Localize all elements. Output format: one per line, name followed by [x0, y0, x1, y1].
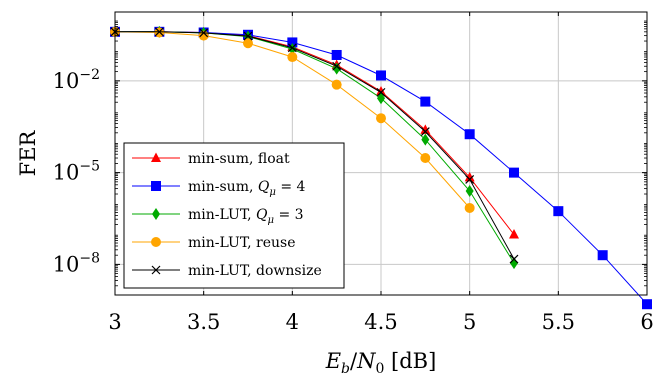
- cross-stroke: [420, 127, 430, 136]
- data-point: [509, 228, 519, 239]
- x-tick-label: 5.5: [542, 310, 575, 334]
- cross-stroke: [376, 87, 386, 97]
- data-point: [331, 49, 342, 60]
- data-point: [420, 124, 431, 134]
- data-point: [464, 171, 475, 182]
- data-point: [465, 174, 475, 184]
- legend-marker: [151, 181, 161, 191]
- x-tick-label: 6: [640, 310, 653, 334]
- data-point: [420, 127, 430, 136]
- legend-label: min-LUT, Qμ = 3: [188, 207, 304, 226]
- legend-item: [132, 237, 180, 247]
- data-point: [642, 299, 652, 310]
- data-point: [420, 153, 431, 164]
- ticks: 3 3.5 4 4.5 5 5.5 6 10−2 10−5 10−8: [53, 12, 654, 334]
- data-point: [420, 96, 431, 107]
- legend-box: [123, 142, 345, 289]
- series-line: [115, 31, 515, 260]
- legend-item: [132, 181, 180, 191]
- data-point: [376, 70, 386, 81]
- legend: min-sum, float min-sum, Qμ = 4 min-LUT, Qμ…: [123, 142, 345, 289]
- legend-label: min-sum, Qμ = 4: [188, 179, 306, 198]
- legend-label: min-sum, float: [188, 151, 290, 167]
- data-point: [464, 202, 475, 213]
- cross-stroke: [154, 27, 164, 37]
- data-point: [287, 52, 298, 63]
- x-tick-label: 3: [108, 310, 121, 334]
- x-tick-label: 5: [463, 310, 476, 334]
- data-point: [377, 92, 385, 105]
- data-point: [376, 85, 386, 96]
- cross-stroke: [151, 265, 161, 275]
- cross-stroke: [287, 43, 297, 53]
- data-point: [597, 250, 608, 261]
- legend-marker: [151, 237, 161, 247]
- legend-marker: [151, 152, 161, 162]
- data-point: [509, 254, 519, 264]
- data-point: [376, 113, 386, 124]
- y-axis-label: FER: [16, 129, 40, 176]
- data-point: [287, 37, 298, 48]
- legend-item: [132, 152, 180, 162]
- y-tick-label: 10−8: [53, 250, 100, 276]
- y-tick-label: 10−5: [53, 159, 100, 185]
- x-tick-label: 3.5: [187, 310, 220, 334]
- data-point: [243, 31, 253, 41]
- legend-label: min-LUT, reuse: [188, 235, 295, 251]
- data-point: [243, 38, 253, 49]
- x-axis-label: Eb/N0 [dB]: [325, 349, 437, 377]
- data-point: [510, 257, 518, 270]
- cross-stroke: [199, 28, 209, 38]
- cross-stroke: [243, 31, 253, 41]
- data-point: [332, 61, 342, 71]
- data-point: [509, 167, 519, 178]
- legend-item: [132, 265, 180, 275]
- legend-marker: [152, 208, 160, 220]
- cross-stroke: [332, 61, 342, 71]
- data-point: [154, 27, 164, 37]
- data-point: [465, 185, 474, 198]
- data-point: [287, 43, 297, 53]
- y-tick-label: 10−2: [53, 67, 100, 93]
- data-point: [553, 206, 564, 217]
- cross-stroke: [465, 174, 475, 184]
- legend-item: [132, 208, 180, 220]
- data-point: [421, 133, 430, 146]
- legend-marker: [151, 265, 161, 275]
- data-point: [464, 129, 475, 140]
- legend-label: min-LUT, downsize: [188, 263, 322, 279]
- data-point: [331, 79, 342, 90]
- cross-stroke: [509, 254, 519, 264]
- data-point: [376, 87, 386, 97]
- x-tick-label: 4.5: [364, 310, 397, 334]
- x-tick-label: 4: [286, 310, 299, 334]
- data-point: [199, 28, 209, 38]
